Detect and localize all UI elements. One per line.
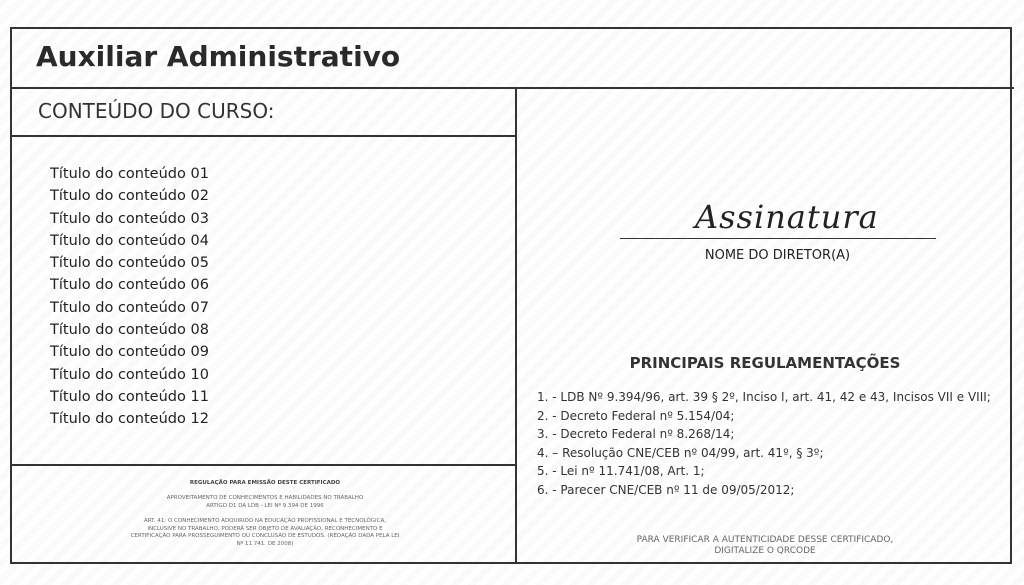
list-item: 5. - Lei nº 11.741/08, Art. 1;: [537, 464, 705, 479]
list-item: Título do conteúdo 03: [50, 210, 209, 227]
verify-line: DIGITALIZE O QRCODE: [714, 546, 816, 556]
regulation-heading: REGULAÇÃO PARA EMISSÃO DESTE CERTIFICADO: [189, 480, 341, 486]
list-item: Título do conteúdo 10: [50, 366, 209, 383]
list-item: 1. - LDB Nº 9.394/96, art. 39 § 2º, Inci…: [537, 390, 991, 404]
regulation-line: APROVEITAMENTO DE CONHECIMENTOS E HABILI…: [166, 495, 364, 501]
list-item: Título do conteúdo 11: [50, 388, 209, 405]
list-item: Título do conteúdo 04: [50, 232, 209, 249]
verify-line: PARA VERIFICAR A AUTENTICIDADE DESSE CER…: [636, 535, 894, 545]
regulation-line: ARTIGO D1 DA LDB - LEI Nº 9.394 DE 1996: [206, 503, 324, 509]
divider: [10, 464, 516, 466]
list-item: Título do conteúdo 05: [50, 255, 209, 272]
section-title: CONTEÚDO DO CURSO:: [38, 99, 275, 123]
list-item: 2. - Decreto Federal nº 5.154/04;: [537, 408, 735, 423]
course-title: Auxiliar Administrativo: [36, 40, 401, 73]
list-item: 6. - Parecer CNE/CEB nº 11 de 09/05/2012…: [537, 482, 795, 497]
list-item: 3. - Decreto Federal nº 8.268/14;: [537, 427, 735, 442]
certificate-frame: [10, 27, 1012, 564]
list-item: Título do conteúdo 06: [50, 277, 209, 294]
list-item: Título do conteúdo 02: [50, 188, 209, 205]
content-list: Título do conteúdo 01 Título do conteúdo…: [50, 163, 209, 431]
divider: [10, 87, 1014, 89]
divider: [515, 88, 517, 564]
list-item: Título do conteúdo 07: [50, 299, 209, 316]
list-item: Título do conteúdo 08: [50, 322, 209, 339]
list-item: 4. – Resolução CNE/CEB nº 04/99, art. 41…: [537, 445, 824, 460]
regulation-article: ART. 41: O CONHECIMENTO ADQUIRIDO NA EDU…: [130, 518, 400, 547]
list-item: Título do conteúdo 12: [50, 411, 209, 428]
signature-line: [620, 238, 936, 239]
list-item: Título do conteúdo 09: [50, 344, 209, 361]
list-item: Título do conteúdo 01: [50, 166, 209, 182]
verify-note: PARA VERIFICAR A AUTENTICIDADE DESSE CER…: [520, 535, 1010, 557]
regulations-list: 1. - LDB Nº 9.394/96, art. 39 § 2º, Inci…: [537, 388, 991, 500]
director-name: NOME DO DIRETOR(A): [704, 248, 851, 263]
divider: [10, 135, 516, 137]
regulations-title: PRINCIPAIS REGULAMENTAÇÕES: [629, 354, 901, 372]
signature: Assinatura: [695, 198, 879, 236]
